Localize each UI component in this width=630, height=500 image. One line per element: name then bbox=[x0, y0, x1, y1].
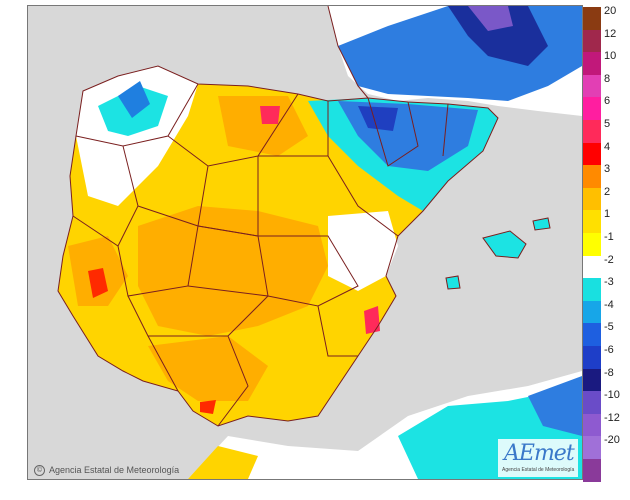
legend-swatch bbox=[583, 165, 601, 189]
balearic-menorca bbox=[533, 218, 550, 230]
aemet-logo: AEmet Agencia Estatal de Meteorología bbox=[498, 439, 578, 477]
legend-label: -3 bbox=[604, 276, 614, 289]
legend-label: 2 bbox=[604, 185, 611, 198]
legend-swatch bbox=[583, 413, 601, 437]
legend-swatch bbox=[583, 391, 601, 415]
legend-label: 6 bbox=[604, 95, 611, 108]
copyright-text: Agencia Estatal de Meteorología bbox=[49, 465, 180, 475]
legend-swatch bbox=[583, 459, 601, 482]
legend-swatch bbox=[583, 323, 601, 347]
legend-label: 8 bbox=[604, 72, 611, 85]
warm-patch-center bbox=[138, 206, 328, 336]
north-africa-blue bbox=[528, 376, 582, 436]
legend-label: 3 bbox=[604, 163, 611, 176]
legend-swatch bbox=[583, 278, 601, 302]
logo-brand: AEmet bbox=[504, 441, 575, 466]
legend-swatch bbox=[583, 187, 601, 211]
hot-spot-south bbox=[200, 400, 216, 414]
legend-swatch bbox=[583, 233, 601, 256]
anomaly-map: © Agencia Estatal de Meteorología AEmet A… bbox=[27, 5, 583, 480]
legend-label: 20 bbox=[604, 5, 617, 17]
warm-patch-north bbox=[218, 96, 308, 156]
legend-swatch bbox=[583, 346, 601, 369]
balearic-mallorca bbox=[483, 231, 526, 258]
legend-swatch bbox=[583, 255, 601, 279]
copyright-icon: © bbox=[34, 465, 45, 477]
legend-swatch bbox=[583, 210, 601, 234]
legend-swatch bbox=[583, 7, 601, 30]
map-canvas bbox=[28, 6, 582, 479]
blue-northwest bbox=[118, 81, 150, 118]
legend-swatch bbox=[583, 300, 601, 324]
logo-subtitle: Agencia Estatal de Meteorología bbox=[502, 467, 575, 473]
legend-label: 4 bbox=[604, 140, 611, 153]
legend-label: -5 bbox=[604, 321, 614, 334]
legend-label: 10 bbox=[604, 50, 617, 63]
legend-label: -20 bbox=[604, 434, 620, 447]
legend-label: -6 bbox=[604, 344, 614, 356]
hot-spot-southeast bbox=[364, 306, 380, 334]
legend-swatch bbox=[583, 436, 601, 460]
warm-patch-south bbox=[148, 336, 268, 401]
deep-blue-northeast bbox=[358, 106, 398, 131]
legend-swatch bbox=[583, 368, 601, 392]
legend-label: 12 bbox=[604, 27, 617, 40]
hot-spot-north bbox=[260, 106, 280, 124]
legend-swatch bbox=[583, 74, 601, 98]
legend-swatch bbox=[583, 142, 601, 166]
legend-swatch bbox=[583, 52, 601, 76]
legend-swatch bbox=[583, 29, 601, 53]
balearic-ibiza bbox=[446, 276, 460, 289]
legend-label: -1 bbox=[604, 231, 614, 243]
legend-label: -8 bbox=[604, 366, 614, 379]
neutral-northwest bbox=[76, 66, 198, 206]
hot-spot-southwest bbox=[88, 268, 108, 298]
legend-label: -12 bbox=[604, 411, 620, 424]
region-borders bbox=[57, 6, 499, 427]
legend-label: 5 bbox=[604, 118, 611, 130]
legend-label: 1 bbox=[604, 208, 611, 221]
alps-very-cold-anomaly bbox=[448, 6, 548, 66]
legend-label: -2 bbox=[604, 253, 614, 266]
island-outlines bbox=[445, 217, 551, 290]
legend-swatch bbox=[583, 97, 601, 121]
north-africa-warm bbox=[188, 446, 258, 479]
legend-label: -10 bbox=[604, 389, 620, 402]
legend-swatch bbox=[583, 120, 601, 143]
legend-label: -4 bbox=[604, 298, 614, 311]
copyright-notice: © Agencia Estatal de Meteorología bbox=[34, 465, 180, 477]
alps-purple-anomaly bbox=[468, 6, 513, 31]
neutral-east bbox=[328, 211, 398, 291]
